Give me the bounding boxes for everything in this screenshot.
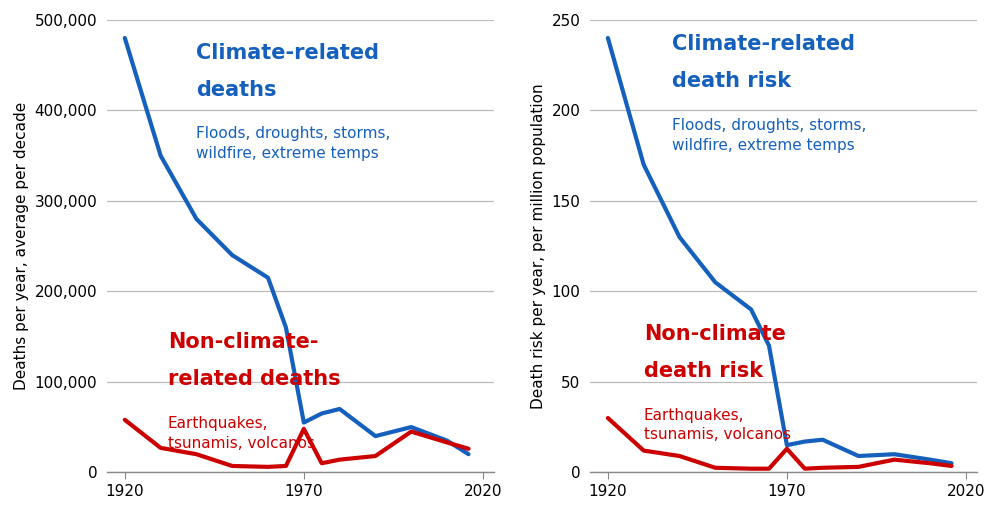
Text: related deaths: related deaths <box>168 369 340 389</box>
Text: Earthquakes,
tsunamis, volcanos: Earthquakes, tsunamis, volcanos <box>168 416 315 450</box>
Text: Climate-related: Climate-related <box>196 43 379 63</box>
Text: deaths: deaths <box>196 80 277 100</box>
Text: Floods, droughts, storms,
wildfire, extreme temps: Floods, droughts, storms, wildfire, extr… <box>672 118 867 153</box>
Text: Floods, droughts, storms,
wildfire, extreme temps: Floods, droughts, storms, wildfire, extr… <box>196 126 391 161</box>
Text: Earthquakes,
tsunamis, volcanos: Earthquakes, tsunamis, volcanos <box>644 408 791 442</box>
Text: Non-climate-: Non-climate- <box>168 332 318 352</box>
Text: death risk: death risk <box>644 361 763 381</box>
Y-axis label: Death risk per year, per million population: Death risk per year, per million populat… <box>531 83 546 409</box>
Text: Climate-related: Climate-related <box>672 34 855 54</box>
Text: Non-climate: Non-climate <box>644 324 786 344</box>
Y-axis label: Deaths per year, average per decade: Deaths per year, average per decade <box>14 102 29 390</box>
Text: death risk: death risk <box>672 71 791 91</box>
